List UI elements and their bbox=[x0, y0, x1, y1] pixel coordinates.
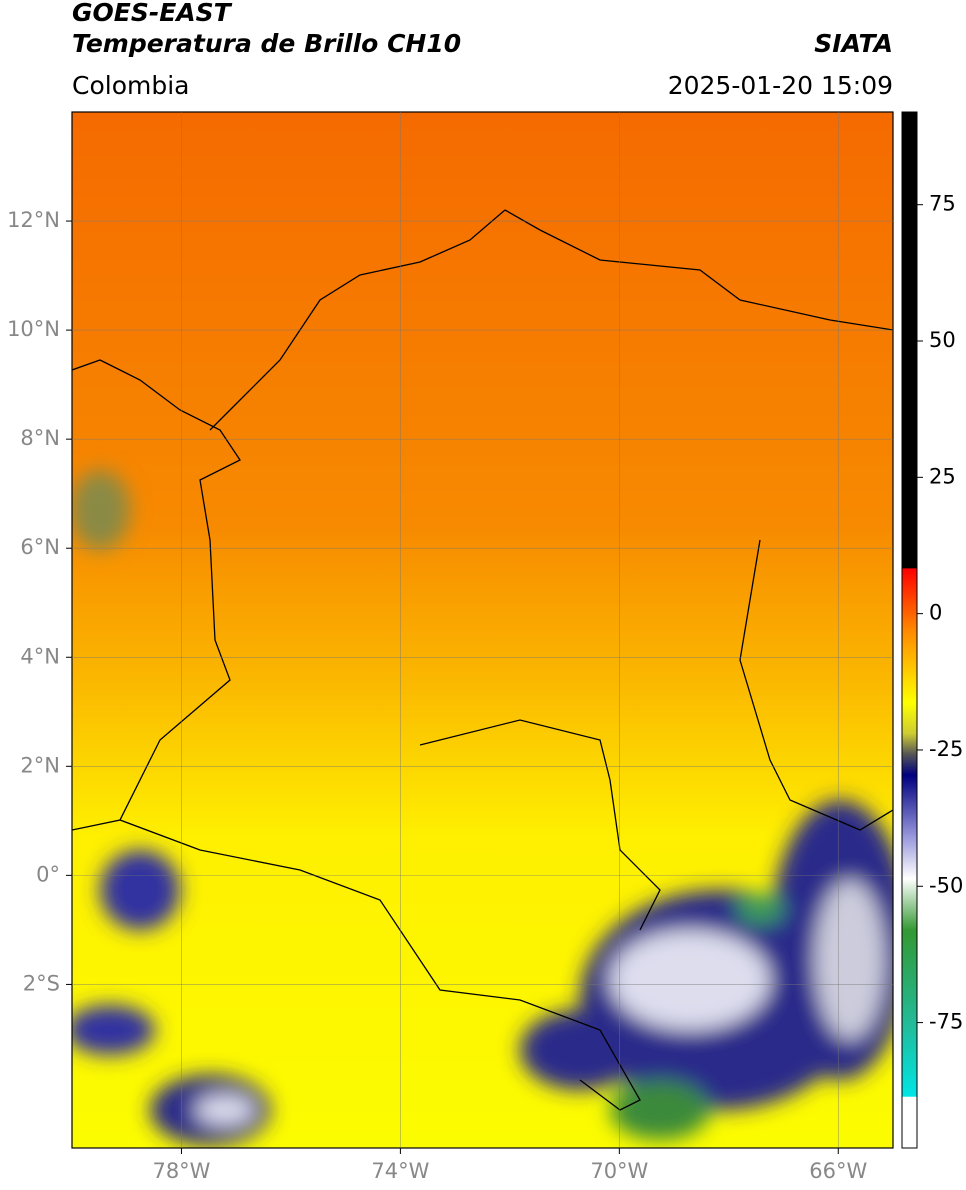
colorbar-tick-label: -75 bbox=[929, 1010, 963, 1034]
datetime: 2025-01-20 15:09 bbox=[667, 71, 893, 100]
source-title: GOES-EAST bbox=[72, 0, 231, 27]
colorbar-tick-label: 25 bbox=[929, 464, 956, 488]
colorbar bbox=[901, 111, 918, 1149]
x-tick-label: 70°W bbox=[590, 1159, 648, 1183]
y-tick-label: 12°N bbox=[7, 208, 60, 232]
map-frame bbox=[71, 111, 894, 1149]
borders bbox=[72, 209, 893, 1111]
y-tick-label: 10°N bbox=[7, 317, 60, 341]
y-tick-label: 4°N bbox=[20, 644, 60, 668]
colorbar-tick-label: 0 bbox=[929, 601, 942, 625]
colorbar-tick-label: -50 bbox=[929, 873, 963, 897]
x-tick-label: 74°W bbox=[371, 1159, 429, 1183]
y-tick-label: 6°N bbox=[20, 535, 60, 559]
agency: SIATA bbox=[814, 29, 893, 58]
clouds bbox=[72, 470, 893, 1145]
product-title: Temperatura de Brillo CH10 bbox=[72, 29, 462, 58]
y-tick-label: 2°S bbox=[23, 971, 60, 995]
region: Colombia bbox=[72, 71, 190, 100]
colorbar-tick-label: 75 bbox=[929, 192, 956, 216]
y-tick-label: 0° bbox=[36, 862, 60, 886]
x-tick-label: 66°W bbox=[809, 1159, 867, 1183]
colorbar-tick-label: 50 bbox=[929, 328, 956, 352]
y-tick-label: 2°N bbox=[20, 753, 60, 777]
colorbar-tick-label: -25 bbox=[929, 737, 963, 761]
x-tick-label: 78°W bbox=[152, 1159, 210, 1183]
imagery bbox=[72, 112, 893, 1148]
y-tick-label: 8°N bbox=[20, 426, 60, 450]
